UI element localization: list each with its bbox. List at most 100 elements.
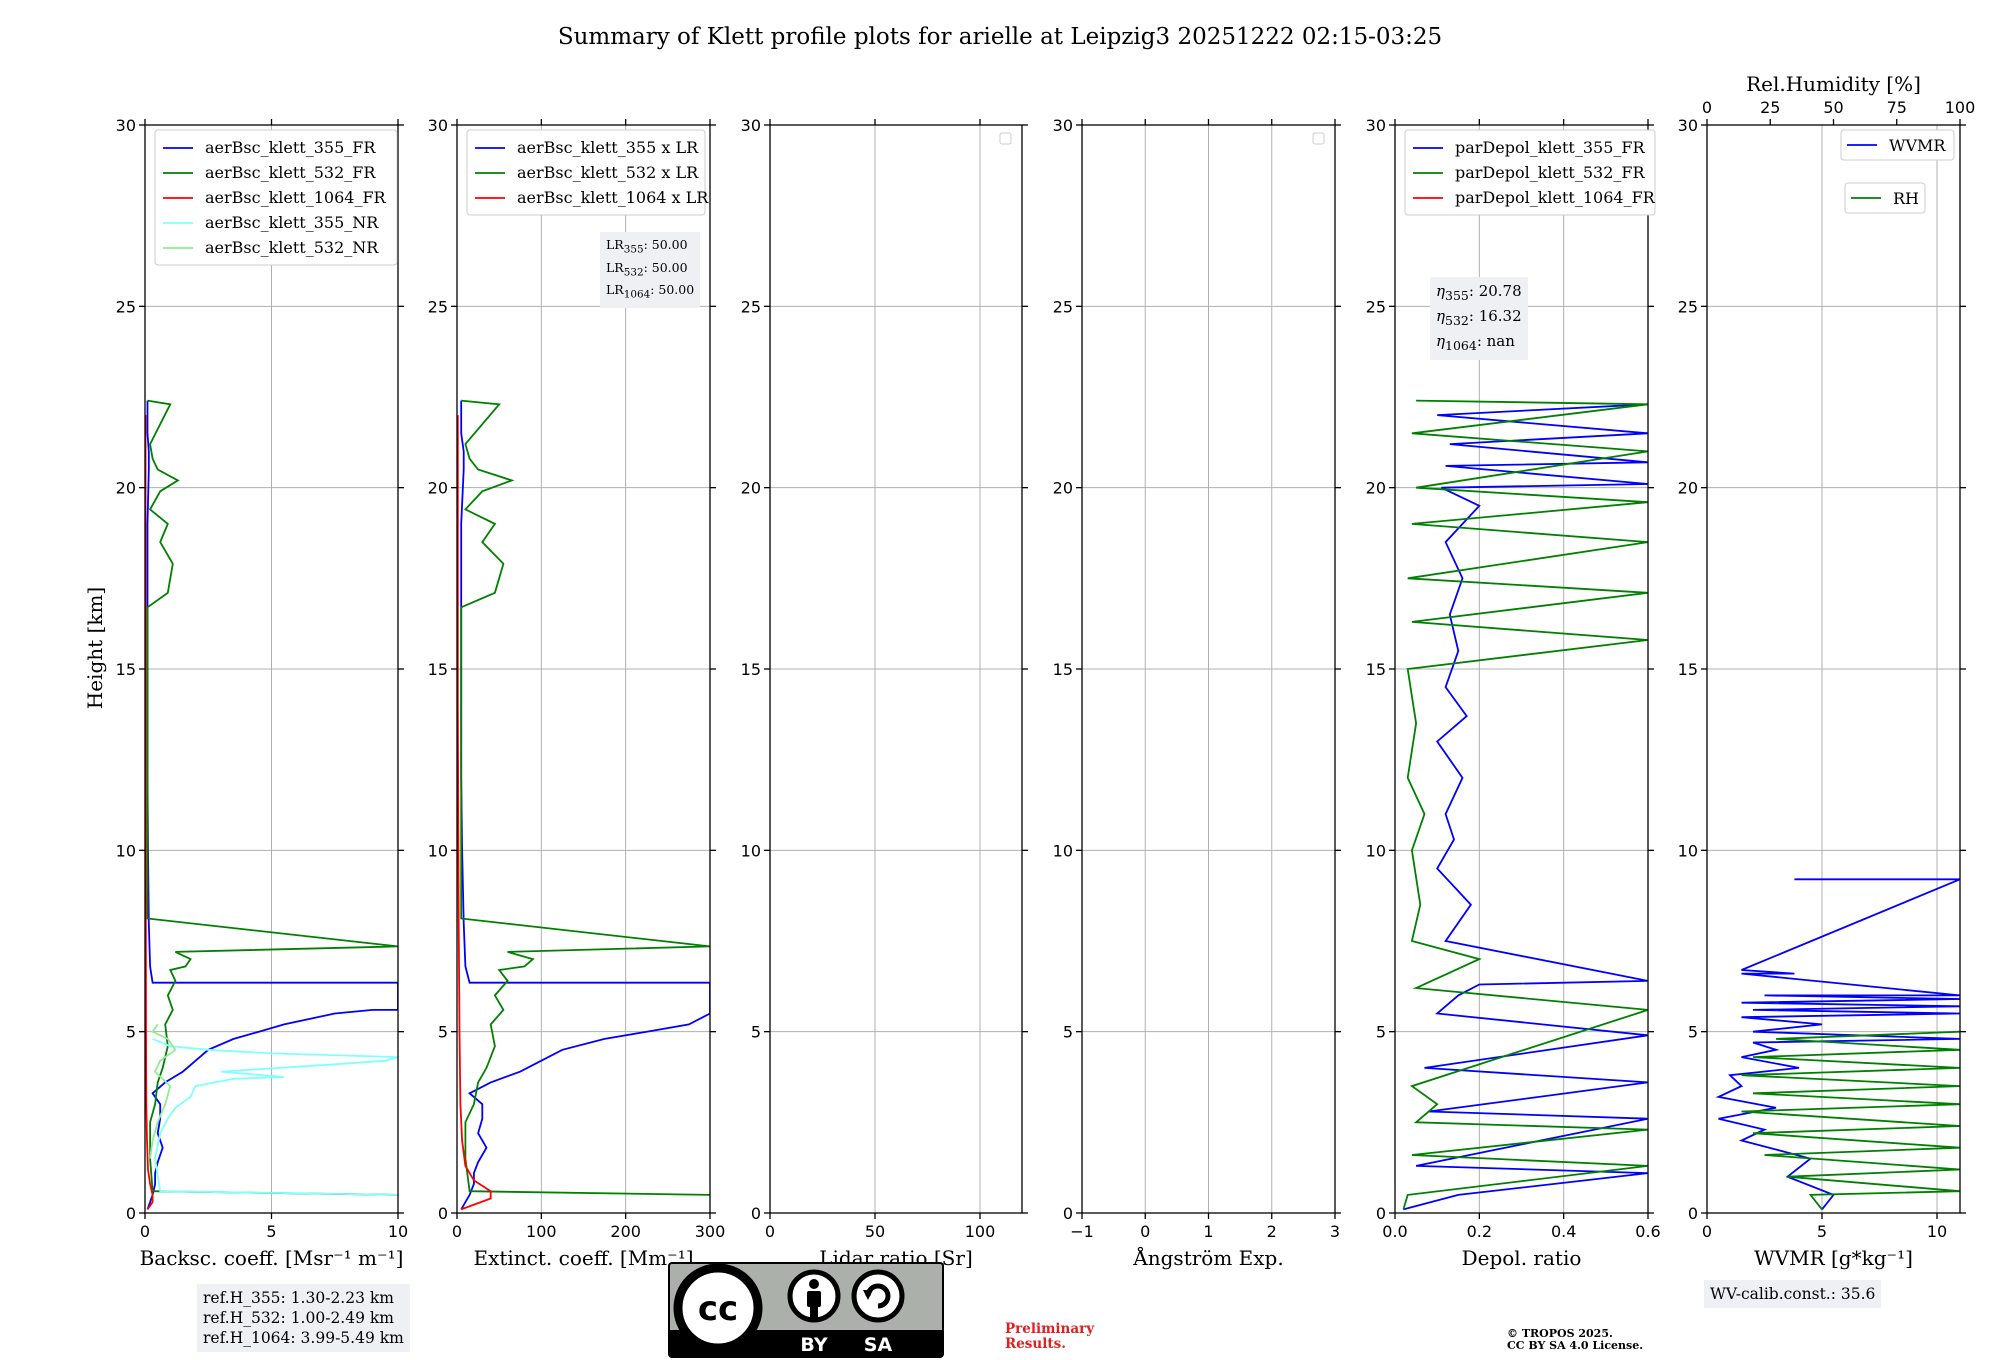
- y-tick-label: 25: [741, 297, 761, 316]
- eta-355-line: η355: 20.78: [1436, 282, 1522, 303]
- x2-tick-label: 0: [1702, 98, 1712, 117]
- legend-rh: RH: [1844, 182, 1926, 214]
- x-tick-label: 200: [610, 1222, 641, 1241]
- series-line-aerbsc-klett-1064-fr: [145, 415, 154, 1210]
- y-tick-label: 5: [751, 1023, 761, 1042]
- x2-tick-label: 75: [1887, 98, 1907, 117]
- y-tick-label: 20: [1678, 479, 1698, 498]
- preliminary-results-note: Preliminary Results.: [1005, 1321, 1095, 1352]
- x-tick-label: 0.0: [1382, 1222, 1407, 1241]
- eta-1064-line: η1064: nan: [1436, 332, 1515, 353]
- y-tick-label: 5: [1063, 1023, 1073, 1042]
- y-tick-label: 20: [741, 479, 761, 498]
- y-tick-label: 25: [1678, 297, 1698, 316]
- x-tick-label: 50: [865, 1222, 885, 1241]
- y-tick-label: 30: [116, 116, 136, 135]
- x2-axis-label: Rel.Humidity [%]: [1746, 72, 1921, 96]
- figure-title: Summary of Klett profile plots for ariel…: [558, 24, 1442, 50]
- y-tick-label: 20: [116, 479, 136, 498]
- series-line-aerbsc-klett-355-nr: [152, 1038, 398, 1196]
- y-tick-label: 20: [1053, 479, 1073, 498]
- legend-label: aerBsc_klett_355 x LR: [517, 138, 699, 157]
- x-tick-label: 0: [765, 1222, 775, 1241]
- x-axis-label-wvmr: WVMR [g*kg⁻¹]: [1754, 1246, 1913, 1270]
- cc-logo-text: cc: [698, 1289, 738, 1329]
- y-tick-label: 25: [1053, 297, 1073, 316]
- y-axis-label: Height [km]: [83, 587, 107, 709]
- y-tick-label: 15: [1053, 660, 1073, 679]
- y-tick-label: 10: [1678, 841, 1698, 860]
- legend-label: aerBsc_klett_1064_FR: [205, 188, 387, 207]
- series-line-aerbsc-klett-532-nr: [149, 1023, 177, 1159]
- x2-tick-label: 25: [1760, 98, 1780, 117]
- x-tick-label: 100: [965, 1222, 996, 1241]
- legend-label: parDepol_klett_532_FR: [1455, 163, 1646, 182]
- lr-1064-line: LR1064: 50.00: [606, 282, 695, 301]
- x-tick-label: −1: [1070, 1222, 1094, 1241]
- legend-label: aerBsc_klett_532_NR: [205, 238, 379, 257]
- legend-label: aerBsc_klett_1064 x LR: [517, 188, 709, 207]
- x-tick-label: 0: [1702, 1222, 1712, 1241]
- series-line-aerbsc-klett-355-fr: [146, 400, 398, 1210]
- y-tick-label: 0: [1063, 1204, 1073, 1223]
- ref-h-1064: ref.H_1064: 3.99-5.49 km: [203, 1329, 404, 1347]
- y-tick-label: 20: [428, 479, 448, 498]
- grid-backscatter: [144, 124, 399, 1214]
- cc-logo-icon: [673, 1263, 763, 1353]
- legend-extinction: aerBsc_klett_355 x LR aerBsc_klett_532 x …: [466, 129, 709, 216]
- legend-depol: parDepol_klett_355_FR parDepol_klett_532_…: [1404, 129, 1656, 216]
- x-tick-label: 0.2: [1467, 1222, 1492, 1241]
- x-tick-label: 10: [1927, 1222, 1947, 1241]
- panel-depol: 0 5 10 15 20 25 30 0.0 0.2 0.4 0.6 Depol. ratio parD…: [1366, 116, 1661, 1270]
- x-tick-label: 100: [526, 1222, 557, 1241]
- x-tick-label: 5: [266, 1222, 276, 1241]
- y-tick-label: 15: [1678, 660, 1698, 679]
- lr-532-line: LR532: 50.00: [606, 259, 688, 279]
- series-line-aerbsc-klett-1064-x-lr: [457, 415, 492, 1211]
- x-tick-label: 0.4: [1551, 1222, 1576, 1241]
- legend-label: WVMR: [1889, 136, 1946, 155]
- grid-angstrom: [1081, 124, 1336, 1214]
- legend-empty-angstrom: [1312, 132, 1325, 145]
- grid-wvmr: [1706, 124, 1960, 1214]
- y-tick-label: 15: [116, 660, 136, 679]
- by-label: BY: [800, 1334, 827, 1356]
- x-axis-label-depol: Depol. ratio: [1462, 1246, 1582, 1270]
- legend-label: parDepol_klett_1064_FR: [1455, 188, 1656, 207]
- y-tick-label: 0: [1376, 1204, 1386, 1223]
- y-tick-label: 0: [751, 1204, 761, 1223]
- legend-backscatter: aerBsc_klett_355_FR aerBsc_klett_532_FRae…: [154, 129, 398, 266]
- x-tick-label: 0.6: [1635, 1222, 1660, 1241]
- y-tick-label: 5: [126, 1023, 136, 1042]
- x-tick-label: 0: [1140, 1222, 1150, 1241]
- x-axis-label-angstrom: Ångström Exp.: [1132, 1245, 1283, 1270]
- legend-label: aerBsc_klett_532_FR: [205, 163, 376, 182]
- wv-calib-note: WV-calib.const.: 35.6: [1704, 1280, 1882, 1308]
- x-tick-label: 10: [388, 1222, 408, 1241]
- y-tick-label: 0: [438, 1204, 448, 1223]
- panel-backscatter: 0 5 10 15 20 25 30 0 5 10 Backsc. coeff. [Msr⁻¹ m⁻…: [116, 116, 409, 1270]
- x-tick-label: 0: [452, 1222, 462, 1241]
- legend-label: aerBsc_klett_532 x LR: [517, 163, 699, 182]
- x-tick-label: 5: [1817, 1222, 1827, 1241]
- sa-label: SA: [864, 1334, 893, 1356]
- y-tick-label: 10: [1366, 841, 1386, 860]
- y-tick-label: 15: [1366, 660, 1386, 679]
- y-tick-label: 10: [428, 841, 448, 860]
- ref-h-355: ref.H_355: 1.30-2.23 km: [203, 1289, 394, 1307]
- x-axis-label-extinction: Extinct. coeff. [Mm⁻¹]: [473, 1246, 693, 1270]
- lr-355-line: LR355: 50.00: [606, 237, 688, 256]
- y-tick-label: 25: [1366, 297, 1386, 316]
- x2-tick-label: 50: [1823, 98, 1843, 117]
- x2-tick-label: 100: [1945, 98, 1976, 117]
- y-tick-label: 30: [1366, 116, 1386, 135]
- y-tick-label: 20: [1366, 479, 1386, 498]
- legend-label: RH: [1893, 189, 1919, 208]
- series-line-aerbsc-klett-532-fr: [146, 399, 398, 1196]
- x-tick-label: 2: [1267, 1222, 1277, 1241]
- y-tick-label: 30: [1053, 116, 1073, 135]
- lidar-ratio-note: LR355: 50.00 LR532: 50.00 LR1064: 50.00: [600, 232, 701, 308]
- legend-label: parDepol_klett_355_FR: [1455, 138, 1646, 157]
- y-tick-label: 0: [1688, 1204, 1698, 1223]
